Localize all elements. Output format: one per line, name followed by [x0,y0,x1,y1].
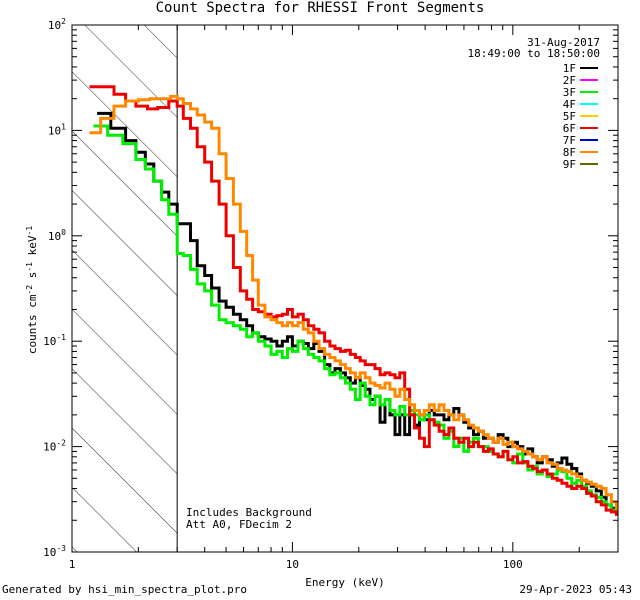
series-layer [89,85,618,516]
annotation-attenuator: Att A0, FDecim 2 [186,518,292,531]
date-label: 31-Aug-2017 [527,36,600,49]
legend-label-8f: 8F [563,146,576,159]
x-axis-label: Energy (keV) [305,576,384,589]
legend-label-5f: 5F [563,110,576,123]
x-tick-label: 10 [286,558,299,571]
attenuator-hatch-region [72,25,178,552]
hatch-fill [72,25,178,552]
y-tick-label: 10-2 [43,439,66,454]
y-axis-label: counts cm-2 s-1 keV-1 [25,226,39,354]
x-tick-label: 1 [69,558,76,571]
y-tick-label: 10-1 [43,333,66,348]
y-tick-label: 102 [48,17,66,32]
timestamp-footer: 29-Apr-2023 05:43 [519,583,632,596]
generated-by-footer: Generated by hsi_min_spectra_plot.pro [2,583,248,596]
y-tick-label: 10-3 [43,544,66,559]
annotation-background: Includes Background [186,506,312,519]
y-tick-label: 100 [48,228,66,243]
plot-frame [71,24,619,553]
legend-label-4f: 4F [563,98,576,111]
x-tick-label: 100 [503,558,523,571]
legend-label-6f: 6F [563,122,576,135]
series-line-8f [89,94,618,511]
axes: 1 10 100 10-3 10-2 10-1 100 101 102 [43,17,619,571]
legend-label-2f: 2F [563,74,576,87]
y-tick-label: 101 [48,122,66,137]
legend-label-7f: 7F [563,134,576,147]
chart-title: Count Spectra for RHESSI Front Segments [155,0,485,16]
legend-label-9f: 9F [563,158,576,171]
legend-label-3f: 3F [563,86,576,99]
legend-label-1f: 1F [563,62,576,75]
series-line-6f [89,85,618,516]
time-range-label: 18:49:00 to 18:50:00 [468,47,600,60]
